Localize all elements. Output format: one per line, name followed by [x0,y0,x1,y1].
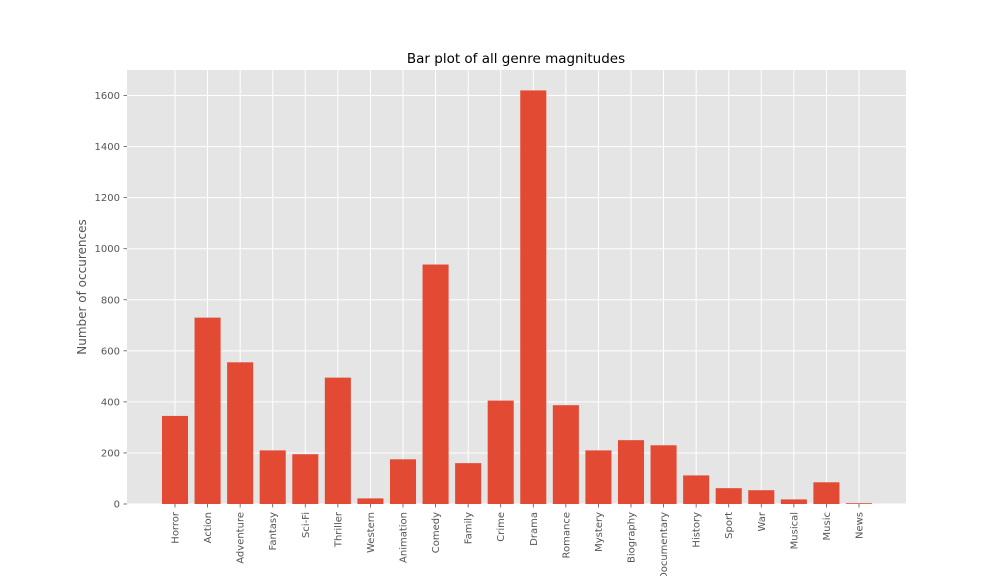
bar-musical [780,499,807,504]
y-tick-label: 1200 [95,193,120,204]
bar-sport [715,488,742,504]
x-tick-label: Biography [627,512,638,563]
bar-war [748,490,775,504]
bar-adventure [227,362,254,504]
x-tick-label: History [692,512,703,548]
bar-thriller [324,377,351,504]
y-tick-label: 600 [101,346,120,357]
bar-drama [520,90,547,505]
x-tick-label: Horror [171,511,182,544]
y-tick-label: 200 [101,448,120,459]
bar-western [357,498,384,504]
bar-documentary [650,445,677,504]
y-tick-label: 1000 [95,244,120,255]
bar-family [455,463,482,504]
bar-news [845,503,873,504]
x-tick-label: News [855,512,866,539]
x-tick-label: Adventure [236,512,247,564]
y-tick-label: 0 [114,500,120,511]
bar-music [813,482,840,504]
bar-mystery [585,450,612,504]
x-tick-label: Fantasy [268,512,279,551]
x-tick-label: Animation [399,512,410,563]
x-tick-label: Romance [561,512,572,558]
y-tick-labels: 0 200 400 600 800 1000 1200 1400 1600 [95,91,127,511]
bars [161,90,873,505]
x-tick-label: Music [822,512,833,540]
y-tick-label: 800 [101,295,120,306]
y-tick-label: 1400 [95,142,120,153]
x-tick-labels: Horror Action Adventure Fantasy Sci-Fi Thrill… [171,504,866,576]
bar-animation [389,459,417,504]
bar-romance [552,405,579,504]
x-tick-label: Action [203,512,214,543]
x-tick-label: Drama [529,512,540,546]
x-tick-label: Mystery [594,512,605,552]
x-tick-label: Sci-Fi [301,512,312,538]
x-tick-label: War [757,511,768,531]
bar-biography [617,440,645,504]
y-gridlines [127,95,906,505]
bar-action [194,317,221,504]
y-tick-label: 1600 [95,91,120,102]
x-tick-label: Documentary [659,512,670,576]
bar-history [683,475,710,504]
x-tick-label: Comedy [431,512,442,553]
x-tick-label: Family [464,512,475,544]
x-tick-label: Thriller [333,511,344,548]
plot-background [127,70,906,504]
x-tick-label: Western [366,512,377,553]
x-tick-label: Crime [496,512,507,542]
x-tick-label: Musical [789,512,800,549]
bar-fantasy [259,450,286,504]
chart-title: Bar plot of all genre magnitudes [407,51,625,67]
bar-horror [161,415,189,504]
bar-crime [487,400,514,504]
x-tick-label: Sport [724,512,735,539]
y-tick-label: 400 [101,397,120,408]
bar-sci-fi [292,454,319,504]
y-axis-label: Number of occurences [75,219,89,354]
bar-comedy [422,264,449,504]
